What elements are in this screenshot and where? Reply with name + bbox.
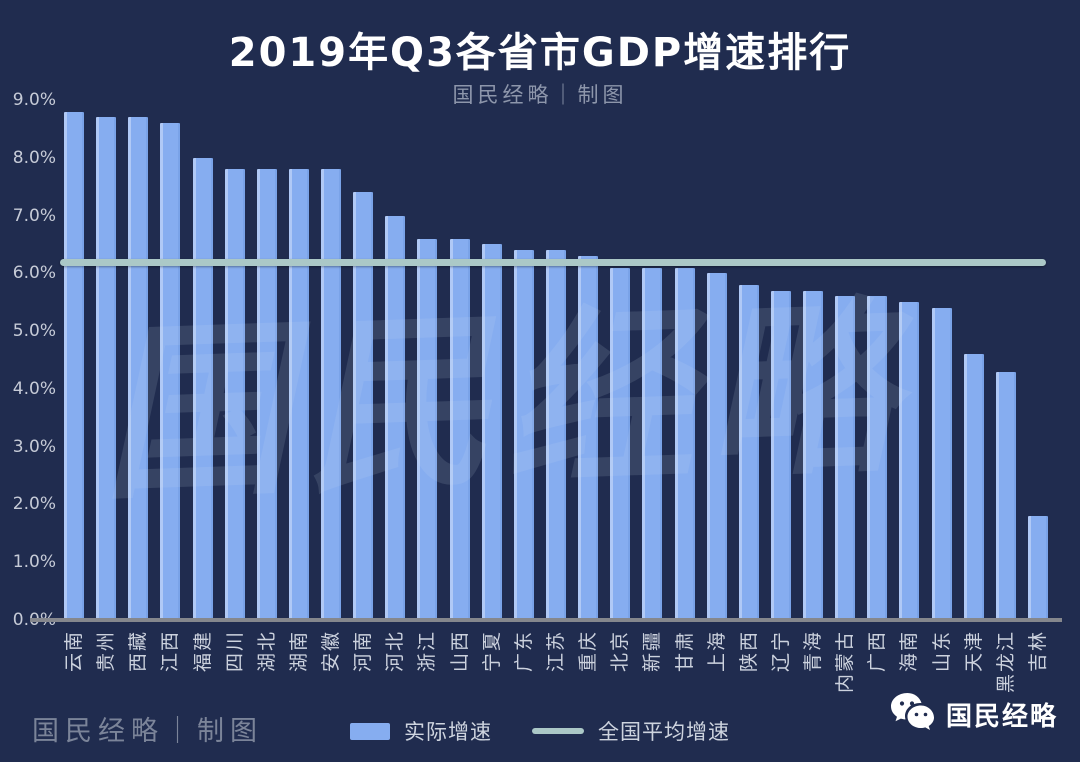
x-label-新疆: 新疆 [641,630,664,673]
x-label-天津: 天津 [962,630,985,673]
average-line [60,258,1046,266]
bar-福建 [192,157,213,620]
x-label-浙江: 浙江 [416,630,439,673]
bar-河北 [385,215,406,620]
x-label-广东: 广东 [512,630,535,673]
x-label-辽宁: 辽宁 [769,630,792,673]
bar-安徽 [321,169,342,620]
x-label-福建: 福建 [191,630,214,673]
x-label-宁夏: 宁夏 [480,630,503,673]
bar-广东 [513,250,534,620]
x-label-北京: 北京 [609,630,632,673]
x-label-河北: 河北 [384,630,407,673]
y-tick-label: 3.0% [12,436,56,457]
wechat-badge: 国民经略 [890,692,1058,736]
y-tick-label: 2.0% [12,494,56,515]
bar-浙江 [417,238,438,620]
bar-湖南 [288,169,309,620]
x-label-云南: 云南 [63,630,85,673]
x-label-上海: 上海 [705,630,728,673]
bar-黑龙江 [995,371,1016,620]
y-tick-label: 6.0% [12,263,56,284]
x-label-河南: 河南 [352,630,375,673]
legend: 实际增速 全国平均增速 [0,716,1080,746]
x-label-内蒙古: 内蒙古 [834,630,857,694]
chart-subtitle: 国民经略｜制图 [452,83,628,107]
x-label-广西: 广西 [866,630,889,673]
y-tick-label: 8.0% [12,147,56,168]
y-tick-label: 1.0% [12,552,56,573]
y-tick-label: 5.0% [12,321,56,342]
x-label-安徽: 安徽 [320,630,343,673]
legend-line-swatch [532,728,584,734]
x-label-甘肃: 甘肃 [673,630,696,673]
bar-贵州 [96,117,117,620]
bar-宁夏 [481,244,502,620]
wechat-account-name: 国民经略 [945,701,1058,732]
x-label-山西: 山西 [448,630,471,673]
x-label-海南: 海南 [898,630,921,673]
bar-海南 [899,302,920,620]
legend-line-label: 全国平均增速 [598,720,730,744]
bar-天津 [963,354,984,620]
bar-辽宁 [770,290,791,620]
chart-title: 2019年Q3各省市GDP增速排行 [228,30,852,76]
x-label-江西: 江西 [159,630,182,673]
credit-text: 国民经略｜制图 [32,716,263,747]
x-label-四川: 四川 [223,630,246,673]
x-label-湖北: 湖北 [255,630,278,673]
bar-内蒙古 [835,296,856,620]
bar-上海 [706,273,727,620]
bar-云南 [64,111,84,620]
bar-山东 [931,308,952,620]
bar-新疆 [642,267,663,620]
x-label-重庆: 重庆 [577,630,600,673]
bar-青海 [803,290,824,620]
x-label-江苏: 江苏 [545,630,567,673]
bar-陕西 [738,284,759,620]
y-tick-label: 9.0% [12,90,56,110]
bar-山西 [449,238,470,620]
x-label-陕西: 陕西 [737,630,760,673]
legend-bar-swatch [350,722,390,740]
x-axis-line [30,618,1062,622]
bar-甘肃 [674,267,695,620]
x-label-黑龙江: 黑龙江 [994,630,1017,694]
bar-江苏 [546,250,566,620]
x-label-山东: 山东 [930,630,953,673]
x-label-西藏: 西藏 [127,630,150,673]
x-label-吉林: 吉林 [1027,630,1049,673]
bar-湖北 [256,169,277,620]
x-label-青海: 青海 [802,630,825,673]
bar-四川 [224,169,245,620]
bar-江西 [160,123,181,620]
y-tick-label: 7.0% [12,205,56,226]
x-label-贵州: 贵州 [95,630,118,673]
y-tick-label: 4.0% [12,378,56,399]
bar-北京 [610,267,631,620]
bar-重庆 [578,256,599,620]
bar-西藏 [128,117,149,620]
wechat-icon [890,692,936,736]
bar-广西 [867,296,888,620]
bar-吉林 [1028,516,1048,620]
x-label-湖南: 湖南 [287,630,310,673]
bar-河南 [353,192,374,620]
legend-bar-label: 实际增速 [404,720,492,744]
